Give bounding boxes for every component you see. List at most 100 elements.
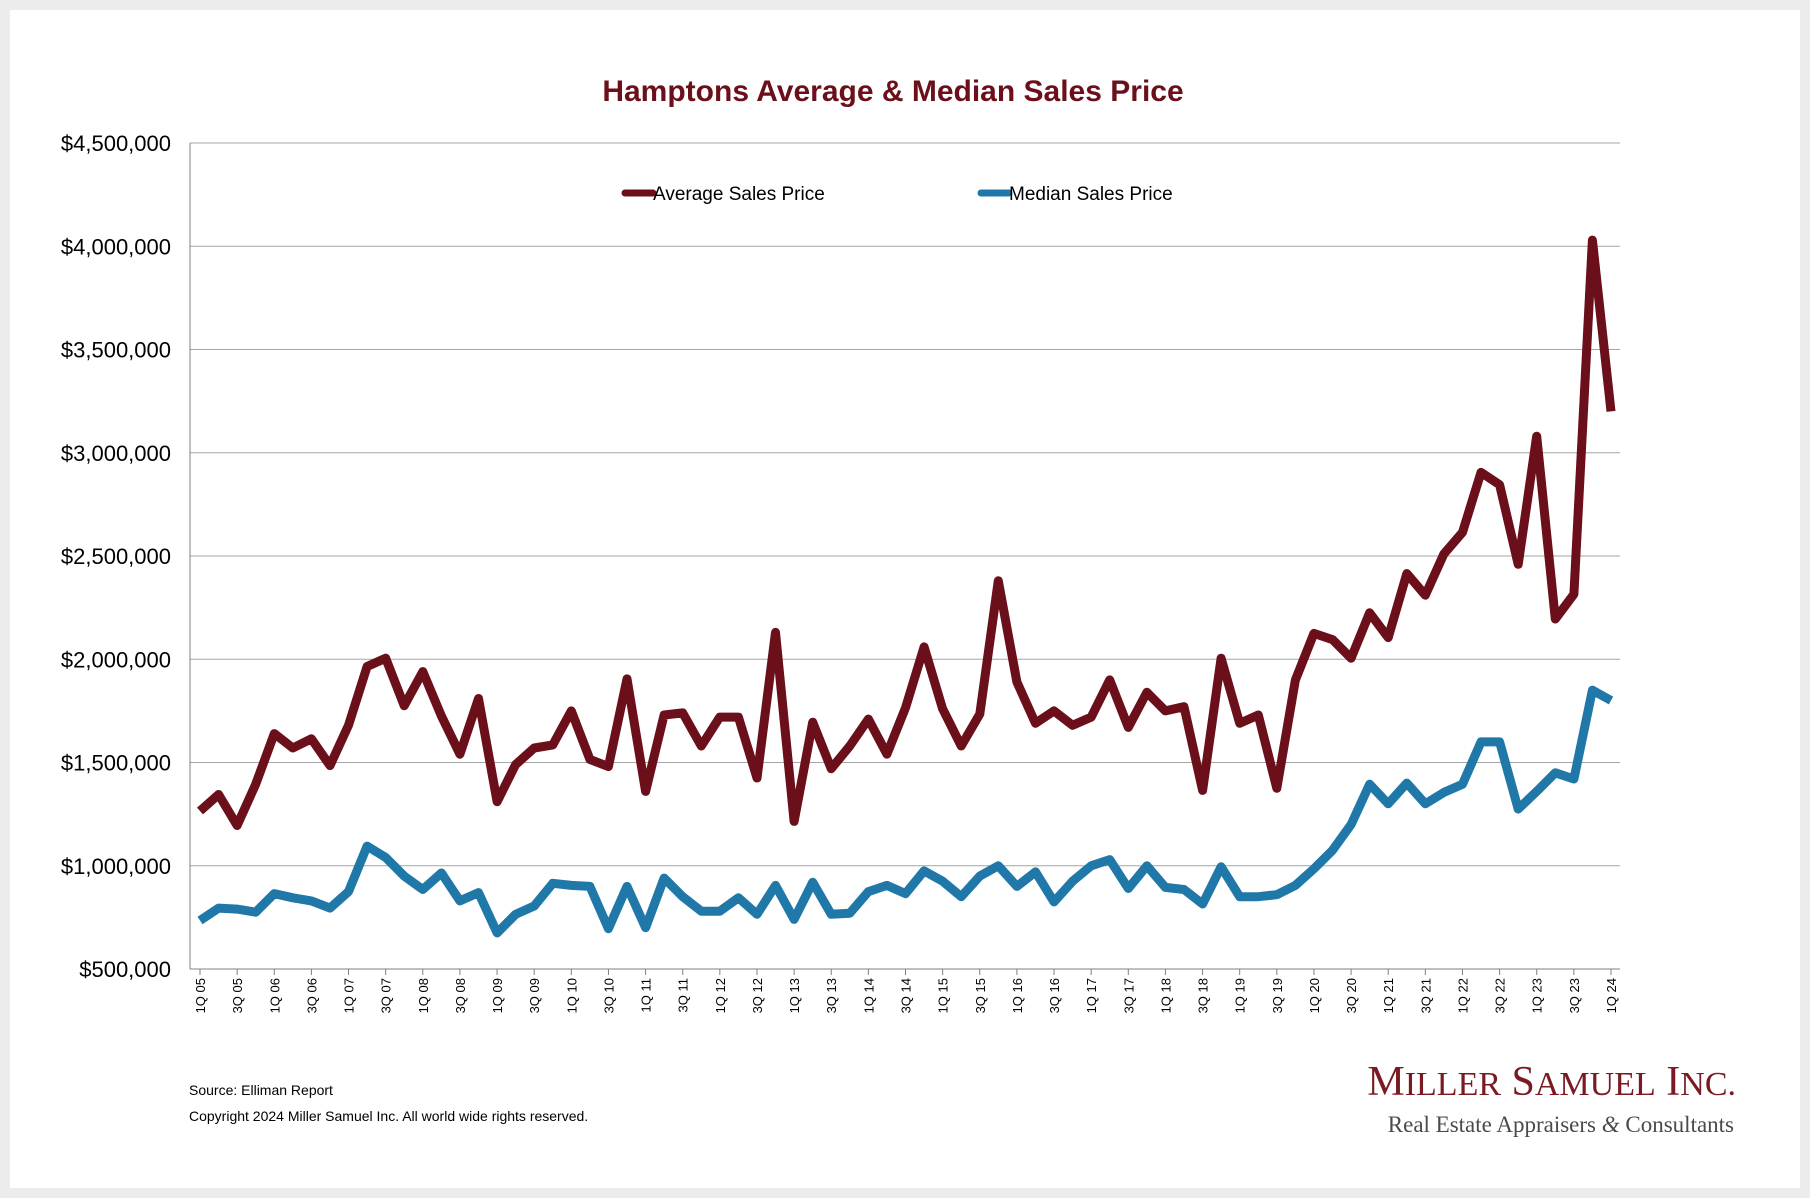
series-points (200, 240, 1612, 826)
median-point (292, 897, 293, 898)
logo-tagline-part1: Real Estate Appraisers (1388, 1112, 1602, 1137)
average-point (1406, 573, 1407, 574)
chart-frame: Hamptons Average & Median Sales Price $5… (10, 10, 1800, 1188)
median-point (1221, 866, 1222, 867)
average-point (1146, 692, 1147, 693)
y-tick-label: $3,000,000 (61, 441, 171, 466)
median-point (274, 893, 275, 894)
average-point (1369, 612, 1370, 613)
chart-canvas: Hamptons Average & Median Sales Price $5… (61, 75, 1736, 1137)
average-point (868, 719, 869, 720)
average-point (552, 744, 553, 745)
median-point (1202, 904, 1203, 905)
average-point (886, 754, 887, 755)
average-point (979, 714, 980, 715)
median-point (775, 885, 776, 886)
x-tick-label: 1Q 12 (713, 978, 728, 1013)
average-point (961, 746, 962, 747)
median-point (664, 878, 665, 879)
median-point (1611, 700, 1612, 701)
median-point (1128, 888, 1129, 889)
x-tick-label: 3Q 17 (1121, 978, 1136, 1013)
y-tick-label: $500,000 (79, 957, 171, 982)
logo-tagline-ampersand: & (1602, 1112, 1620, 1137)
x-tick-label: 1Q 13 (787, 978, 802, 1013)
average-point (701, 746, 702, 747)
median-point (905, 893, 906, 894)
copyright-note: Copyright 2024 Miller Samuel Inc. All wo… (189, 1108, 588, 1124)
median-point (1481, 741, 1482, 742)
average-point (1443, 553, 1444, 554)
y-tick-label: $4,000,000 (61, 234, 171, 259)
median-point (1109, 859, 1110, 860)
median-point (682, 896, 683, 897)
average-point (292, 748, 293, 749)
average-point (311, 738, 312, 739)
x-tick-label: 1Q 16 (1010, 978, 1025, 1013)
gridlines (190, 142, 1620, 867)
median-point (441, 873, 442, 874)
x-tick-label: 3Q 16 (1047, 978, 1062, 1013)
average-point (812, 722, 813, 723)
x-tick-label: 3Q 22 (1493, 978, 1508, 1013)
median-point (1332, 850, 1333, 851)
x-tick-label: 3Q 08 (453, 978, 468, 1013)
average-point (738, 717, 739, 718)
average-point (1091, 717, 1092, 718)
average-point (905, 707, 906, 708)
median-point (348, 891, 349, 892)
median-point (812, 882, 813, 883)
median-point (1146, 865, 1147, 866)
x-tick-label: 1Q 17 (1084, 978, 1099, 1013)
median-point (1406, 783, 1407, 784)
x-tick-label: 1Q 06 (267, 978, 282, 1013)
x-tick-label: 1Q 11 (639, 978, 654, 1012)
x-tick-label: 1Q 21 (1381, 978, 1396, 1013)
median-point (645, 927, 646, 928)
average-point (1611, 411, 1612, 412)
average-point (274, 733, 275, 734)
y-tick-label: $2,000,000 (61, 647, 171, 672)
median-point (1425, 803, 1426, 804)
median-point (868, 891, 869, 892)
average-point (1425, 595, 1426, 596)
average-point (589, 759, 590, 760)
average-point (682, 712, 683, 713)
y-tick-label: $4,500,000 (61, 131, 171, 156)
median-point (738, 897, 739, 898)
average-point (348, 725, 349, 726)
median-point (998, 865, 999, 866)
average-point (1276, 788, 1277, 789)
median-point (1091, 865, 1092, 866)
x-tick-label: 1Q 20 (1307, 978, 1322, 1013)
x-axis-tick-labels: 1Q 05 3Q 05 1Q 06 3Q 06 1Q 07 3Q 07 1Q 08 3Q 08… (193, 978, 1619, 1013)
average-point (1072, 725, 1073, 726)
x-tick-label: 1Q 19 (1233, 978, 1248, 1013)
median-point (961, 896, 962, 897)
median-point (1351, 824, 1352, 825)
average-point (1184, 706, 1185, 707)
x-tick-label: 3Q 15 (973, 978, 988, 1013)
median-point (589, 886, 590, 887)
median-point (1239, 896, 1240, 897)
average-point (441, 716, 442, 717)
average-point (478, 698, 479, 699)
median-point (571, 885, 572, 886)
x-tick-label: 1Q 08 (416, 978, 431, 1013)
average-point (1518, 564, 1519, 565)
x-tick-label: 1Q 22 (1455, 978, 1470, 1013)
median-point (1518, 809, 1519, 810)
median-point (1388, 803, 1389, 804)
average-point (1258, 715, 1259, 716)
x-tick-label: 3Q 12 (750, 978, 765, 1013)
average-point (1035, 723, 1036, 724)
average-point (385, 658, 386, 659)
legend-label-average: Average Sales Price (653, 184, 825, 205)
x-tick-label: 1Q 10 (564, 978, 579, 1013)
logo-tagline-part2: Consultants (1620, 1112, 1734, 1137)
average-sales-price-line (197, 235, 1616, 830)
average-point (1109, 679, 1110, 680)
median-point (886, 885, 887, 886)
x-tick-label: 3Q 05 (230, 978, 245, 1013)
median-point (794, 919, 795, 920)
